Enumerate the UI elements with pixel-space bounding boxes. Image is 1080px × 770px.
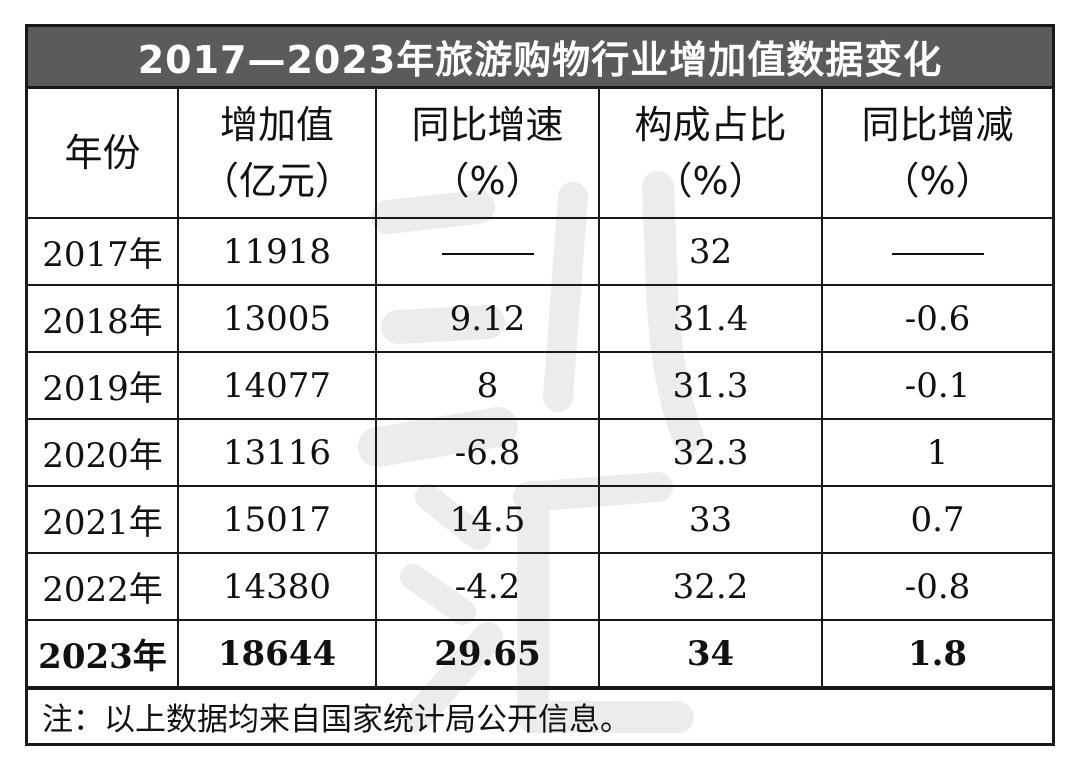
cell-value: 2020年	[42, 436, 163, 476]
cell-value: 13116	[222, 432, 332, 473]
footnote: 注：以上数据均来自国家统计局公开信息。	[28, 688, 1052, 743]
cell-yoy-growth: 29.65	[375, 619, 600, 688]
table-row: 2023年 18644 29.65 34 1.8	[28, 619, 1052, 688]
table-row: 2018年 13005 9.12 31.4 -0.6	[28, 284, 1052, 353]
cell-share: 31.4	[598, 284, 823, 353]
cell-yoy-growth	[375, 218, 600, 286]
cell-yoy-growth: 9.12	[375, 284, 600, 353]
cell-value: 2022年	[42, 570, 163, 610]
column-header-line: （%）	[881, 159, 994, 203]
cell-year: 2021年	[28, 485, 179, 554]
table-row: 2017年 11918 32	[28, 218, 1052, 286]
cell-value-added: 15017	[177, 485, 377, 554]
cell-value: 0.7	[910, 499, 965, 540]
cell-value: 15017	[222, 499, 332, 540]
cell-value-added: 13005	[177, 284, 377, 353]
table-frame: 2017—2023年旅游购物行业增加值数据变化 年份 增加值 （亿元） 同比增速 （%）…	[25, 24, 1055, 746]
cell-value: 8	[476, 365, 499, 406]
cell-value: -0.8	[904, 566, 971, 607]
title-bar: 2017—2023年旅游购物行业增加值数据变化	[28, 27, 1052, 89]
column-header-line: 同比增速	[411, 103, 564, 147]
cell-value: 13005	[222, 298, 332, 339]
table-row: 2021年 15017 14.5 33 0.7	[28, 485, 1052, 554]
cell-value: 34	[686, 633, 735, 674]
cell-value: 2019年	[42, 369, 163, 409]
table-row: 2019年 14077 8 31.3 -0.1	[28, 351, 1052, 420]
cell-value-added: 11918	[177, 218, 377, 286]
cell-value: -4.2	[454, 566, 521, 607]
column-header-line: （%）	[654, 159, 767, 203]
column-header-share: 构成占比 （%）	[598, 89, 823, 219]
cell-value: 32.2	[672, 566, 749, 607]
cell-yoy-growth: 14.5	[375, 485, 600, 554]
cell-value: 9.12	[449, 298, 526, 339]
empty-dash	[891, 252, 984, 255]
data-table: 年份 增加值 （亿元） 同比增速 （%） 构成占比 （%） 同比增减 （%） 2017年 1191…	[28, 89, 1052, 688]
cell-share: 34	[598, 619, 823, 688]
column-header-line: 构成占比	[634, 103, 787, 147]
cell-share-change: 1.8	[821, 619, 1052, 688]
cell-value: 2021年	[42, 503, 163, 543]
cell-share: 32.3	[598, 418, 823, 487]
cell-value: 31.3	[672, 365, 749, 406]
cell-value: -6.8	[454, 432, 521, 473]
cell-yoy-growth: -4.2	[375, 552, 600, 621]
empty-dash	[441, 252, 534, 255]
cell-year: 2017年	[28, 218, 179, 286]
cell-year: 2020年	[28, 418, 179, 487]
cell-year: 2018年	[28, 284, 179, 353]
cell-value-added: 14077	[177, 351, 377, 420]
cell-value: 14380	[222, 566, 332, 607]
cell-value: 2018年	[42, 302, 163, 342]
cell-value: 32	[688, 231, 733, 272]
table-row: 2020年 13116 -6.8 32.3 1	[28, 418, 1052, 487]
cell-year: 2019年	[28, 351, 179, 420]
cell-yoy-growth: -6.8	[375, 418, 600, 487]
cell-share-change: -0.6	[821, 284, 1052, 353]
cell-value: 2023年	[38, 637, 167, 677]
column-header-line: 增加值	[219, 103, 334, 147]
cell-year: 2022年	[28, 552, 179, 621]
cell-value-added: 18644	[177, 619, 377, 688]
cell-value: 14.5	[449, 499, 526, 540]
cell-value: -0.1	[904, 365, 971, 406]
cell-value: 18644	[217, 633, 337, 674]
cell-share-change: 0.7	[821, 485, 1052, 554]
cell-year: 2023年	[28, 619, 179, 688]
column-header-line: 同比增减	[861, 103, 1014, 147]
cell-share: 32	[598, 218, 823, 286]
column-header-year: 年份	[28, 89, 179, 219]
column-header-share-change: 同比增减 （%）	[821, 89, 1052, 219]
cell-yoy-growth: 8	[375, 351, 600, 420]
cell-share: 32.2	[598, 552, 823, 621]
cell-value: 2017年	[42, 235, 163, 275]
cell-value: 11918	[222, 231, 332, 272]
cell-value: 29.65	[434, 633, 541, 674]
cell-share-change: -0.1	[821, 351, 1052, 420]
cell-share: 31.3	[598, 351, 823, 420]
column-header-line: （亿元）	[200, 159, 353, 203]
cell-share-change: 1	[821, 418, 1052, 487]
cell-value-added: 14380	[177, 552, 377, 621]
cell-value: 33	[688, 499, 733, 540]
cell-share-change	[821, 218, 1052, 286]
column-header-line: 年份	[64, 131, 141, 175]
table-header-row: 年份 增加值 （亿元） 同比增速 （%） 构成占比 （%） 同比增减 （%）	[28, 89, 1052, 219]
cell-value: 1	[926, 432, 949, 473]
cell-share: 33	[598, 485, 823, 554]
cell-value: 14077	[222, 365, 332, 406]
column-header-yoy-growth: 同比增速 （%）	[375, 89, 600, 219]
cell-value: -0.6	[904, 298, 971, 339]
cell-value: 31.4	[672, 298, 749, 339]
table-body: 2017年 11918 32 2018年 13005 9.12 31.4 -0.6 2019年 1…	[28, 218, 1052, 688]
column-header-value-added: 增加值 （亿元）	[177, 89, 377, 219]
table-title: 2017—2023年旅游购物行业增加值数据变化	[137, 38, 943, 82]
cell-share-change: -0.8	[821, 552, 1052, 621]
cell-value: 32.3	[672, 432, 749, 473]
cell-value-added: 13116	[177, 418, 377, 487]
table-row: 2022年 14380 -4.2 32.2 -0.8	[28, 552, 1052, 621]
column-header-line: （%）	[431, 159, 544, 203]
cell-value: 1.8	[907, 633, 968, 674]
